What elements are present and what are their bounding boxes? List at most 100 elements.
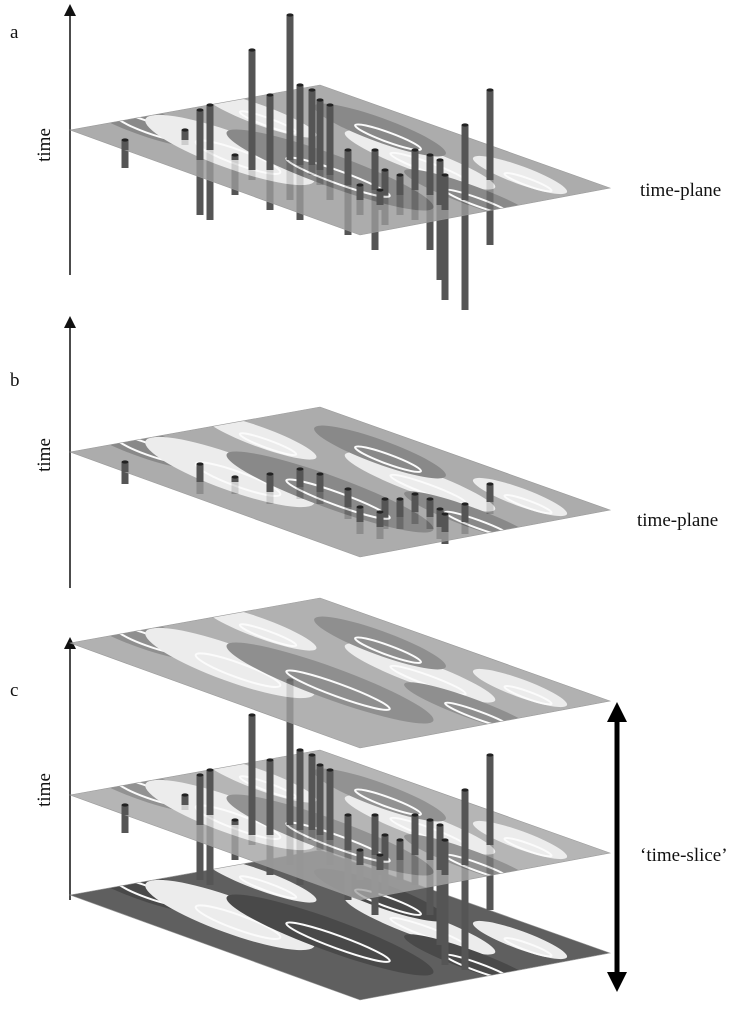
cylinder-upper	[297, 469, 304, 487]
cylinder-lower	[462, 200, 469, 310]
cylinder-upper	[357, 850, 364, 865]
cylinder-top	[397, 497, 404, 500]
cylinder-upper	[377, 855, 384, 870]
cylinder-upper	[372, 150, 379, 190]
cylinder-top	[437, 823, 444, 826]
cylinder-upper	[397, 499, 404, 517]
cylinder-top	[345, 148, 352, 151]
cylinder-top	[182, 793, 189, 796]
cylinder-upper	[267, 760, 274, 835]
axis-label: time	[34, 773, 55, 807]
cylinder-top	[122, 138, 129, 141]
cylinder-upper	[397, 840, 404, 860]
cylinder-lower	[122, 815, 129, 833]
cylinder-upper	[287, 15, 294, 160]
cylinder-top	[267, 93, 274, 96]
cylinder-upper	[309, 90, 316, 165]
cylinder-top	[317, 98, 324, 101]
cylinder-top	[317, 472, 324, 475]
cylinder-top	[267, 472, 274, 475]
cylinder-upper	[309, 755, 316, 830]
panel-letter: b	[10, 370, 20, 391]
panel-letter: c	[10, 680, 18, 701]
cylinder-upper	[412, 494, 419, 512]
cylinder-top	[487, 753, 494, 756]
cylinder-top	[249, 713, 256, 716]
cylinder-top	[182, 128, 189, 131]
cylinder-top	[437, 507, 444, 510]
cylinder-upper	[197, 110, 204, 160]
cylinder-top	[232, 475, 239, 478]
cylinder-lower	[122, 150, 129, 168]
cylinder-upper	[297, 85, 304, 165]
cylinder-top	[357, 505, 364, 508]
cylinder-top	[442, 838, 449, 841]
cylinder-top	[437, 158, 444, 161]
cylinder-top	[412, 813, 419, 816]
cylinder-upper	[317, 474, 324, 492]
cylinder-upper	[372, 815, 379, 855]
cylinder-upper	[442, 840, 449, 875]
cylinder-top	[462, 788, 469, 791]
cylinder-top	[317, 763, 324, 766]
axis-label: time	[34, 438, 55, 472]
cylinder-upper	[317, 765, 324, 835]
cylinder-top	[309, 88, 316, 91]
cylinder-upper	[412, 815, 419, 855]
cylinder-top	[487, 482, 494, 485]
cylinder-upper	[207, 770, 214, 815]
cylinder-top	[197, 462, 204, 465]
cylinder-upper	[427, 820, 434, 860]
cylinder-top	[442, 173, 449, 176]
cylinder-lower	[442, 210, 449, 300]
cylinder-top	[382, 497, 389, 500]
cylinder-top	[197, 773, 204, 776]
cylinder-top	[267, 758, 274, 761]
cylinder-top	[397, 838, 404, 841]
cylinder-upper	[397, 175, 404, 195]
cylinder-top	[377, 510, 384, 513]
cylinder-top	[442, 512, 449, 515]
figure: a time time-plane b time time-plane c ti…	[0, 0, 752, 1008]
cylinder-upper	[442, 514, 449, 532]
cylinder-lower	[122, 472, 129, 484]
cylinder-upper	[197, 464, 204, 482]
cylinder-top	[297, 83, 304, 86]
cylinder-top	[427, 153, 434, 156]
cylinder-top	[427, 818, 434, 821]
axis-label: time	[34, 128, 55, 162]
cylinder-top	[232, 818, 239, 821]
cylinder-top	[345, 813, 352, 816]
plane-label: ‘time-slice’	[640, 845, 728, 866]
cylinder-upper	[412, 150, 419, 190]
cylinder-top	[207, 768, 214, 771]
plane-label: time-plane	[640, 180, 721, 201]
plane-label: time-plane	[637, 510, 718, 531]
cylinder-upper	[327, 105, 334, 175]
cylinder-top	[412, 492, 419, 495]
cylinder-top	[427, 497, 434, 500]
cylinder-top	[462, 502, 469, 505]
cylinder-upper	[462, 504, 469, 522]
cylinder-top	[377, 188, 384, 191]
cylinder-top	[287, 13, 294, 16]
cylinder-upper	[317, 100, 324, 170]
cylinder-upper	[327, 770, 334, 840]
cylinder-top	[327, 103, 334, 106]
cylinder-top	[197, 108, 204, 111]
cylinder-top	[232, 153, 239, 156]
cylinder-top	[345, 487, 352, 490]
cylinder-upper	[427, 155, 434, 195]
cylinder-upper	[197, 775, 204, 825]
cylinder-top	[382, 833, 389, 836]
cylinder-upper	[345, 815, 352, 850]
cylinder-top	[249, 48, 256, 51]
cylinder-top	[372, 813, 379, 816]
cylinder-top	[122, 460, 129, 463]
cylinder-upper	[462, 125, 469, 200]
cylinder-top	[377, 853, 384, 856]
cylinder-upper	[487, 90, 494, 180]
cylinder-top	[487, 88, 494, 91]
cylinder-upper	[267, 474, 274, 492]
cylinder-top	[412, 148, 419, 151]
